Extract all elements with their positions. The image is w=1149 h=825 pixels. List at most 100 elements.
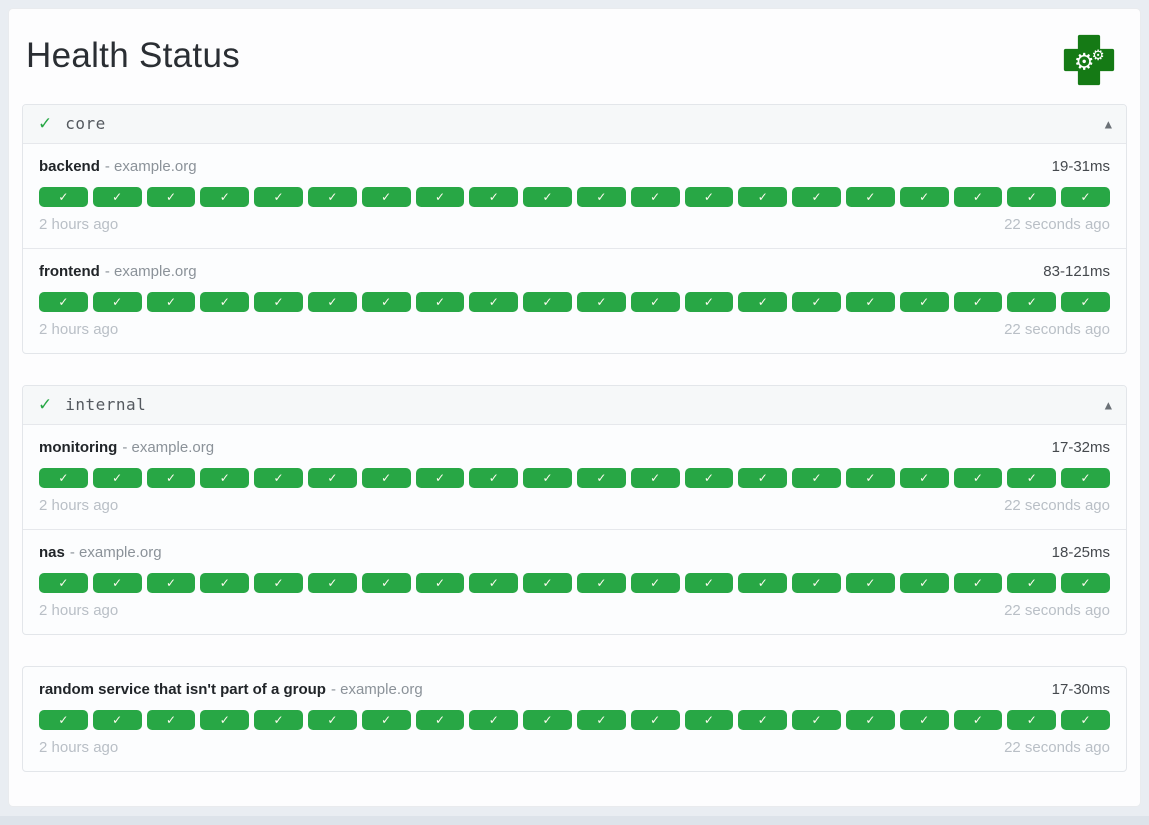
health-check-segment[interactable]: ✓ <box>684 572 734 593</box>
health-check-segment[interactable]: ✓ <box>254 291 303 312</box>
health-check-segment[interactable]: ✓ <box>1007 709 1057 730</box>
health-check-segment[interactable]: ✓ <box>1061 572 1110 593</box>
health-check-segment[interactable]: ✓ <box>92 709 142 730</box>
health-check-segment[interactable]: ✓ <box>469 572 519 593</box>
health-check-segment[interactable]: ✓ <box>630 709 680 730</box>
health-check-segment[interactable]: ✓ <box>307 709 357 730</box>
health-check-segment[interactable]: ✓ <box>254 186 303 207</box>
health-check-segment[interactable]: ✓ <box>307 186 357 207</box>
health-check-segment[interactable]: ✓ <box>684 186 734 207</box>
health-check-segment[interactable]: ✓ <box>845 572 895 593</box>
health-check-segment[interactable]: ✓ <box>469 291 519 312</box>
health-check-segment[interactable]: ✓ <box>576 291 626 312</box>
health-check-segment[interactable]: ✓ <box>415 709 465 730</box>
group-header[interactable]: ✓ internal ▲ <box>23 385 1126 425</box>
health-check-segment[interactable]: ✓ <box>523 186 572 207</box>
health-check-segment[interactable]: ✓ <box>92 467 142 488</box>
health-check-segment[interactable]: ✓ <box>39 186 88 207</box>
health-check-segment[interactable]: ✓ <box>953 186 1003 207</box>
health-check-segment[interactable]: ✓ <box>200 186 250 207</box>
health-check-segment[interactable]: ✓ <box>361 709 411 730</box>
health-check-segment[interactable]: ✓ <box>1007 186 1057 207</box>
health-check-segment[interactable]: ✓ <box>630 186 680 207</box>
health-check-segment[interactable]: ✓ <box>792 709 841 730</box>
health-check-segment[interactable]: ✓ <box>361 572 411 593</box>
health-check-segment[interactable]: ✓ <box>953 572 1003 593</box>
health-check-segment[interactable]: ✓ <box>953 709 1003 730</box>
health-check-segment[interactable]: ✓ <box>738 291 788 312</box>
health-check-segment[interactable]: ✓ <box>415 572 465 593</box>
health-check-segment[interactable]: ✓ <box>899 186 949 207</box>
health-check-segment[interactable]: ✓ <box>307 467 357 488</box>
health-check-segment[interactable]: ✓ <box>92 572 142 593</box>
health-check-segment[interactable]: ✓ <box>146 291 196 312</box>
health-check-segment[interactable]: ✓ <box>899 572 949 593</box>
health-check-segment[interactable]: ✓ <box>576 572 626 593</box>
health-check-segment[interactable]: ✓ <box>738 186 788 207</box>
health-check-segment[interactable]: ✓ <box>1007 572 1057 593</box>
health-check-segment[interactable]: ✓ <box>630 467 680 488</box>
health-check-segment[interactable]: ✓ <box>792 291 841 312</box>
health-check-segment[interactable]: ✓ <box>523 291 572 312</box>
health-check-segment[interactable]: ✓ <box>792 467 841 488</box>
health-check-segment[interactable]: ✓ <box>630 572 680 593</box>
health-check-segment[interactable]: ✓ <box>684 709 734 730</box>
health-check-segment[interactable]: ✓ <box>39 709 88 730</box>
health-check-segment[interactable]: ✓ <box>254 709 303 730</box>
health-check-segment[interactable]: ✓ <box>146 709 196 730</box>
health-check-segment[interactable]: ✓ <box>39 467 88 488</box>
health-check-segment[interactable]: ✓ <box>953 467 1003 488</box>
health-check-segment[interactable]: ✓ <box>415 467 465 488</box>
health-check-segment[interactable]: ✓ <box>792 186 841 207</box>
health-check-segment[interactable]: ✓ <box>146 572 196 593</box>
health-check-segment[interactable]: ✓ <box>146 467 196 488</box>
health-check-segment[interactable]: ✓ <box>200 709 250 730</box>
group-header[interactable]: ✓ core ▲ <box>23 104 1126 144</box>
health-check-segment[interactable]: ✓ <box>200 467 250 488</box>
collapse-triangle-icon[interactable]: ▲ <box>1104 397 1112 412</box>
health-check-segment[interactable]: ✓ <box>254 572 303 593</box>
health-check-segment[interactable]: ✓ <box>899 467 949 488</box>
health-check-segment[interactable]: ✓ <box>899 709 949 730</box>
health-check-segment[interactable]: ✓ <box>523 572 572 593</box>
health-check-segment[interactable]: ✓ <box>307 291 357 312</box>
health-check-segment[interactable]: ✓ <box>845 467 895 488</box>
health-check-segment[interactable]: ✓ <box>92 291 142 312</box>
health-check-segment[interactable]: ✓ <box>738 467 788 488</box>
health-check-segment[interactable]: ✓ <box>845 291 895 312</box>
health-check-segment[interactable]: ✓ <box>39 572 88 593</box>
health-check-segment[interactable]: ✓ <box>845 709 895 730</box>
health-check-segment[interactable]: ✓ <box>845 186 895 207</box>
health-check-segment[interactable]: ✓ <box>1061 291 1110 312</box>
health-check-segment[interactable]: ✓ <box>200 291 250 312</box>
health-check-segment[interactable]: ✓ <box>361 467 411 488</box>
health-check-segment[interactable]: ✓ <box>953 291 1003 312</box>
health-check-segment[interactable]: ✓ <box>1061 467 1110 488</box>
health-check-segment[interactable]: ✓ <box>92 186 142 207</box>
health-check-segment[interactable]: ✓ <box>684 467 734 488</box>
health-check-segment[interactable]: ✓ <box>39 291 88 312</box>
health-check-segment[interactable]: ✓ <box>630 291 680 312</box>
health-check-segment[interactable]: ✓ <box>576 467 626 488</box>
health-check-segment[interactable]: ✓ <box>1061 186 1110 207</box>
health-check-segment[interactable]: ✓ <box>738 572 788 593</box>
health-check-segment[interactable]: ✓ <box>361 291 411 312</box>
health-check-segment[interactable]: ✓ <box>899 291 949 312</box>
health-check-segment[interactable]: ✓ <box>469 467 519 488</box>
health-check-segment[interactable]: ✓ <box>1007 467 1057 488</box>
health-check-segment[interactable]: ✓ <box>684 291 734 312</box>
health-check-segment[interactable]: ✓ <box>523 467 572 488</box>
health-check-segment[interactable]: ✓ <box>254 467 303 488</box>
health-check-segment[interactable]: ✓ <box>146 186 196 207</box>
health-check-segment[interactable]: ✓ <box>307 572 357 593</box>
health-check-segment[interactable]: ✓ <box>361 186 411 207</box>
health-check-segment[interactable]: ✓ <box>1007 291 1057 312</box>
health-check-segment[interactable]: ✓ <box>576 186 626 207</box>
health-check-segment[interactable]: ✓ <box>523 709 572 730</box>
health-check-segment[interactable]: ✓ <box>200 572 250 593</box>
health-check-segment[interactable]: ✓ <box>576 709 626 730</box>
health-check-segment[interactable]: ✓ <box>469 186 519 207</box>
health-check-segment[interactable]: ✓ <box>1061 709 1110 730</box>
health-check-segment[interactable]: ✓ <box>415 186 465 207</box>
health-check-segment[interactable]: ✓ <box>738 709 788 730</box>
